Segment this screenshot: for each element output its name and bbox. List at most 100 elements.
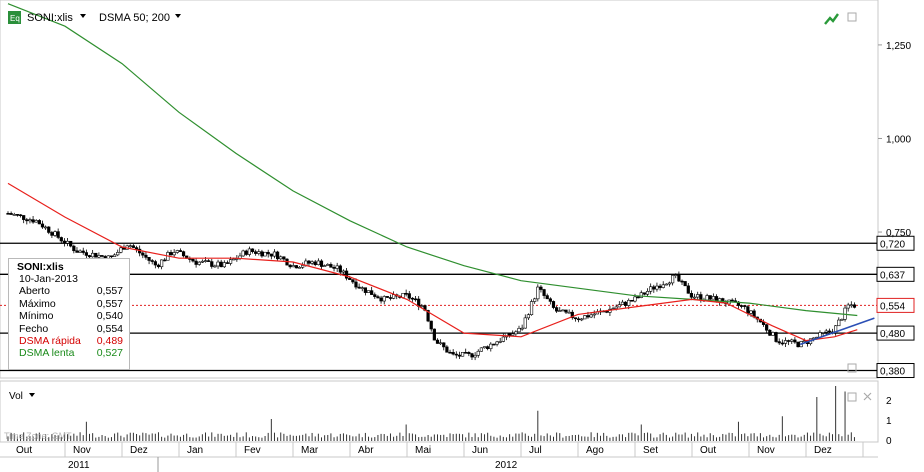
y-tick-label: 1,000 xyxy=(886,134,911,145)
candle-body xyxy=(536,286,540,300)
candle-body xyxy=(529,301,534,316)
candle-body xyxy=(257,251,261,254)
candle-body xyxy=(84,252,88,256)
candle-body xyxy=(533,298,537,302)
trend-up-icon[interactable] xyxy=(824,13,839,25)
volume-tick-label: 2 xyxy=(886,396,892,407)
candle-body xyxy=(435,339,440,344)
candle-body xyxy=(614,306,618,309)
candle-body xyxy=(72,245,76,252)
candle-body xyxy=(711,296,715,300)
candle-body xyxy=(464,352,468,354)
candle-body xyxy=(78,250,82,253)
candle-body xyxy=(313,261,317,266)
candle-body xyxy=(793,339,797,343)
candle-body xyxy=(56,231,60,238)
x-axis: Out Nov Dez Jan Fev Mar Abr Mai Jun Jul Ago Set Out N… xyxy=(16,442,864,472)
month-label: Abr xyxy=(358,445,374,456)
candle-body xyxy=(244,250,248,255)
price-level-label: 0,637 xyxy=(880,270,905,281)
candle-body xyxy=(44,226,48,229)
candle-body xyxy=(263,251,267,257)
candle-body xyxy=(846,304,850,309)
candle-body xyxy=(658,285,662,288)
candle-body xyxy=(583,315,587,320)
candle-body xyxy=(147,257,151,261)
candle-body xyxy=(247,248,251,255)
y-tick-label: 1,250 xyxy=(886,41,911,52)
info-row: Aberto 0,557 xyxy=(9,285,129,297)
candle-body xyxy=(589,314,593,318)
candle-body xyxy=(620,301,625,305)
info-row: DSMA lenta 0,527 xyxy=(9,347,129,359)
candle-body xyxy=(545,295,549,300)
year-label: 2012 xyxy=(495,460,518,471)
indicator-selector[interactable]: DSMA 50; 200 xyxy=(99,12,170,24)
info-row: Máximo 0,557 xyxy=(9,298,129,310)
candle-body xyxy=(232,258,236,261)
candle-body xyxy=(708,295,712,300)
candle-body xyxy=(636,296,640,299)
candle-body xyxy=(674,274,678,276)
candle-body xyxy=(645,291,650,295)
candle-body xyxy=(558,310,562,312)
candle-body xyxy=(633,296,637,302)
info-box-title: SONI:xlis xyxy=(17,261,64,273)
candle-body xyxy=(266,251,270,255)
candle-body xyxy=(276,251,280,260)
candle-body xyxy=(439,342,443,345)
candle-body xyxy=(489,343,493,349)
candle-body xyxy=(228,259,233,264)
candle-body xyxy=(495,341,499,345)
chevron-down-icon[interactable] xyxy=(175,14,181,18)
candle-body xyxy=(520,327,524,330)
candle-body xyxy=(128,245,132,247)
candle-body xyxy=(404,292,408,295)
candle-body xyxy=(429,320,433,330)
candle-body xyxy=(178,250,183,252)
candle-body xyxy=(442,342,446,348)
candle-body xyxy=(677,274,681,282)
candle-body xyxy=(542,289,546,296)
price-panel xyxy=(0,0,879,379)
info-row: Mínimo 0,540 xyxy=(9,310,129,322)
candle-body xyxy=(191,258,195,262)
candle-body xyxy=(834,325,838,334)
candle-body xyxy=(109,255,114,258)
maximize-icon[interactable] xyxy=(847,392,857,402)
candle-body xyxy=(116,252,120,256)
candle-body xyxy=(172,252,176,256)
candle-body xyxy=(699,294,703,301)
month-label: Jun xyxy=(472,445,488,456)
candle-body xyxy=(561,309,565,312)
candle-body xyxy=(156,264,161,268)
candle-body xyxy=(592,313,596,316)
chevron-down-icon[interactable] xyxy=(29,393,35,397)
close-icon[interactable] xyxy=(863,392,872,401)
chevron-down-icon[interactable] xyxy=(80,14,86,18)
trendline xyxy=(800,317,875,346)
info-row-label: Fecho xyxy=(19,322,49,335)
info-row: Fecho 0,554 xyxy=(9,323,129,335)
candle-body xyxy=(250,248,255,252)
candle-body xyxy=(297,266,302,269)
price-level-box xyxy=(876,235,915,251)
month-label: Set xyxy=(643,445,658,456)
candle-body xyxy=(586,315,590,318)
candle-body xyxy=(100,255,104,257)
symbol-selector[interactable]: SONI:xlis xyxy=(27,12,73,24)
candle-body xyxy=(787,340,791,342)
candle-body xyxy=(451,352,455,355)
maximize-icon[interactable] xyxy=(847,363,857,373)
candle-body xyxy=(680,280,684,283)
maximize-icon[interactable] xyxy=(847,12,857,22)
candle-body xyxy=(175,250,179,253)
candle-body xyxy=(457,354,462,357)
candle-body xyxy=(671,275,675,284)
candle-body xyxy=(329,264,333,268)
candle-body xyxy=(260,251,264,257)
y-tick-label: 0,750 xyxy=(886,228,911,239)
candle-body xyxy=(570,311,574,318)
month-label: Fev xyxy=(244,445,261,456)
candle-body xyxy=(576,318,581,321)
